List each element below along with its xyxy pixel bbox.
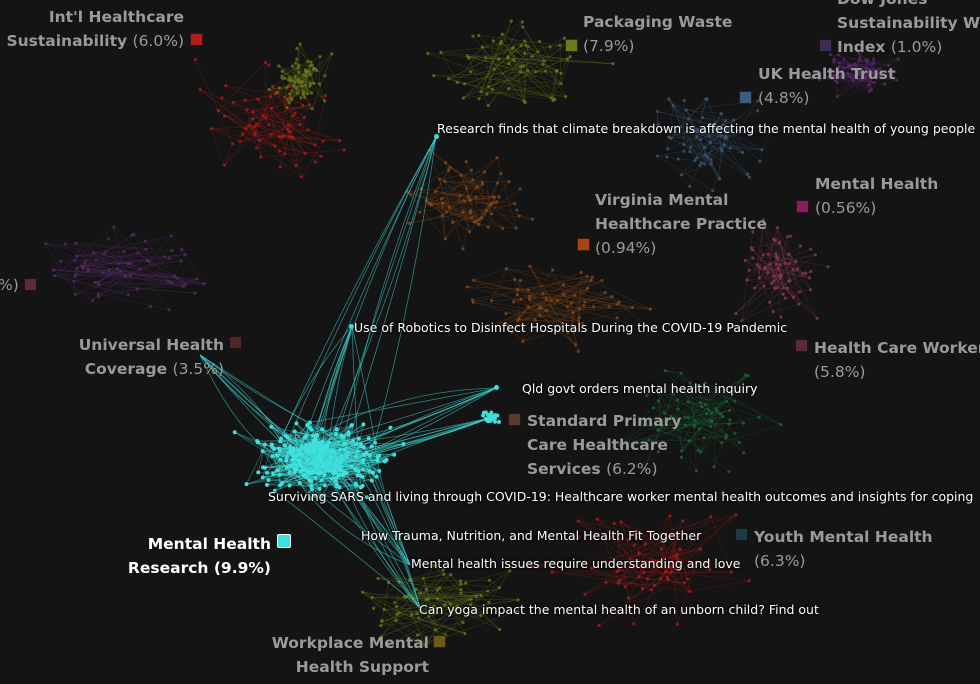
cluster-percent: (6.3%) [754,552,806,570]
cluster-swatch-virginia-mental[interactable] [577,238,590,251]
cluster-swatch-health-care-workers[interactable] [795,339,808,352]
cluster-blob [655,97,774,193]
cluster-swatch-standard-primary-care[interactable] [508,413,521,426]
article-label[interactable]: Qld govt orders mental health inquiry [522,381,758,396]
cluster-blob [193,57,346,179]
article-node[interactable] [349,324,354,329]
cluster-label-dow-jones[interactable]: Dow Jones Sustainability Wor Index (1.0%… [837,0,980,59]
cluster-name-line: UK Health Trust [758,65,896,83]
cluster-swatch-youth-mental-health[interactable] [735,528,748,541]
cluster-name-line: Standard Primary [527,412,682,430]
cluster-blob [405,148,535,251]
cluster-label-mental-health-research[interactable]: Mental Health Research (9.9%) [128,532,271,580]
cluster-label-health-care-workers[interactable]: Health Care Workers (5.8%) [814,336,980,384]
cluster-swatch-intl-healthcare[interactable] [190,33,203,46]
cluster-name-line: Health Support [295,658,429,676]
cluster-blob [44,225,206,312]
cluster-name-line: Virginia Mental [595,191,729,209]
cluster-percent: (6.2%) [606,460,658,478]
article-label[interactable]: Use of Robotics to Disinfect Hospitals D… [354,320,788,335]
cluster-blob [734,218,830,323]
cluster-name-line: Mental Health [147,535,271,553]
article-label[interactable]: Research finds that climate breakdown is… [437,121,976,136]
cluster-swatch-workplace-mental-health[interactable] [433,635,446,648]
cluster-name-line: Universal Health [78,336,224,354]
cluster-percent: (3.5%) [172,360,224,378]
cluster-swatch-mental-health-research[interactable] [277,534,291,548]
article-label[interactable]: Can yoga impact the mental health of an … [419,602,819,617]
article-label[interactable]: Surviving SARS and living through COVID-… [268,489,974,504]
cluster-name-line: Int'l Healthcare [48,8,184,26]
cluster-label-universal-health[interactable]: Universal Health Coverage (3.5%) [79,333,224,381]
cluster-name-line: Healthcare Practice [595,215,767,233]
cluster-name-line: Workplace Mental [271,634,429,652]
cluster-name-line: Packaging Waste [583,13,733,31]
cluster-name-line: Care Healthcare [527,436,668,454]
article-node[interactable] [494,385,499,390]
cluster-name-line: Youth Mental Health [754,528,933,546]
cluster-label-uk-health-trust[interactable]: UK Health Trust (4.8%) [758,62,895,110]
cluster-name-line: Mental Health [815,175,939,193]
cluster-name-line: Coverage [84,360,168,378]
article-label[interactable]: How Trauma, Nutrition, and Mental Health… [361,528,702,543]
cluster-name-line: Research [127,559,209,577]
cluster-percent: (4.8%) [758,89,810,107]
cluster-name-line: Health Care Workers [814,339,980,357]
cluster-percent: (0.56%) [815,199,877,217]
cluster-percent: (9.9%) [213,559,271,577]
cluster-swatch-offscreen-left[interactable] [24,278,37,291]
cluster-label-workplace-mental-health[interactable]: Workplace Mental Health Support [272,631,429,679]
cluster-label-mental-health[interactable]: Mental Health (0.56%) [815,172,938,220]
article-node[interactable] [434,134,439,139]
cluster-swatch-universal-health[interactable] [229,336,242,349]
highlighted-cluster [199,136,502,609]
cluster-blob [426,19,615,108]
cluster-name-line: Dow Jones [837,0,980,11]
cluster-percent: (7.9%) [583,37,635,55]
cluster-label-youth-mental-health[interactable]: Youth Mental Health (6.3%) [754,525,933,573]
cluster-label-standard-primary-care[interactable]: Standard Primary Care Healthcare Service… [527,409,681,481]
cluster-label-intl-healthcare[interactable]: Int'l Healthcare Sustainability (6.0%) [6,5,184,53]
cluster-swatch-dow-jones[interactable] [819,39,832,52]
cluster-swatch-uk-health-trust[interactable] [739,91,752,104]
cluster-blob [810,52,900,99]
cluster-percent: (5.8%) [814,363,866,381]
cluster-percent: (6.0%) [132,32,184,50]
cluster-swatch-packaging-waste[interactable] [565,39,578,52]
article-label[interactable]: Mental health issues require understandi… [411,556,741,571]
cluster-name-line: Sustainability Wor [837,14,980,32]
cluster-percent: %) [0,276,19,294]
cluster-blob [267,42,334,111]
cluster-name-line: Sustainability [6,32,128,50]
cluster-name-line: Index [837,38,886,56]
cluster-blob [529,513,751,628]
cluster-name-line: Services [527,460,601,478]
cluster-percent: (1.0%) [890,38,943,56]
cluster-blob [465,264,655,353]
cluster-percent: (0.94%) [595,239,657,257]
cluster-blob [618,368,783,474]
cluster-label-packaging-waste[interactable]: Packaging Waste (7.9%) [583,10,732,58]
cluster-swatch-mental-health[interactable] [796,200,809,213]
cluster-label-virginia-mental[interactable]: Virginia Mental Healthcare Practice (0.9… [595,188,767,260]
cluster-blob [360,563,520,647]
cluster-label-offscreen-left[interactable]: %) [0,273,19,297]
